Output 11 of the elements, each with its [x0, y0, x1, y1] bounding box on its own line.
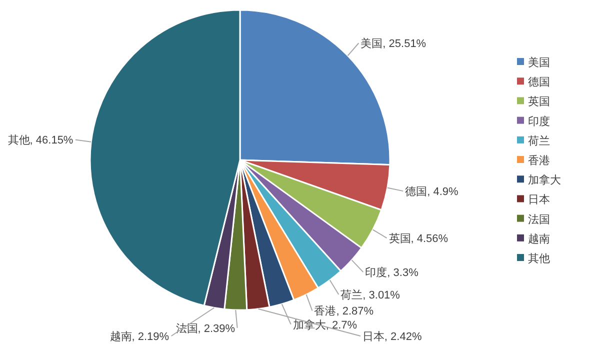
legend-label: 英国 — [528, 95, 550, 108]
legend-label: 日本 — [528, 193, 550, 206]
legend-label: 荷兰 — [528, 134, 550, 148]
legend-label: 印度 — [528, 114, 550, 128]
legend-label: 美国 — [528, 56, 550, 69]
legend-label: 德国 — [528, 76, 550, 89]
legend-label: 越南 — [528, 232, 550, 246]
legend-label: 香港 — [528, 154, 550, 167]
legend-label: 其他 — [528, 252, 550, 265]
legend-label: 加拿大 — [528, 174, 561, 187]
legend-label: 法国 — [528, 212, 550, 226]
